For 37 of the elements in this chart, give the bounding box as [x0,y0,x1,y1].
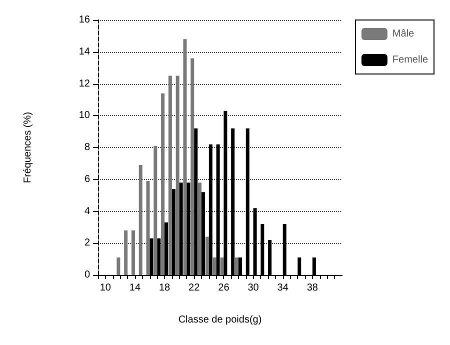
y-tick-label: 0 [84,270,90,280]
bar [168,76,172,275]
bar [176,76,180,275]
y-tick-label: 16 [78,14,90,26]
y-tick-label: 2 [84,238,90,249]
bar [131,230,135,275]
bar [154,146,158,275]
bar [183,39,187,275]
y-axis-title: Fréquences (%) [22,112,34,184]
x-tick-label: 22 [188,282,200,294]
bar [212,257,216,275]
x-tick-label: 18 [158,282,171,294]
x-tick-label: 38 [306,282,318,294]
x-tick-label: 10 [100,282,112,294]
bar [116,257,120,275]
legend-label: Mâle [392,28,415,40]
bar [161,93,165,275]
x-tick-label: 14 [129,282,141,294]
bar [190,58,194,275]
y-tick-label: 10 [78,110,90,122]
x-tick-label: 34 [277,282,289,294]
y-tick-label: 6 [84,174,90,185]
bar [234,257,238,275]
bar [205,236,209,275]
y-tick-label: 8 [84,142,90,153]
x-axis-title: Classe de poids(g) [178,314,262,326]
y-tick-label: 12 [78,78,90,90]
x-tick-label: 30 [248,282,260,294]
y-tick-label: 4 [84,206,90,217]
bar [138,165,142,275]
bar [198,182,202,275]
y-tick-label: 14 [78,46,90,58]
legend-label: Femelle [392,54,428,66]
bar [124,230,128,275]
bar [220,257,224,275]
bar [146,180,150,275]
x-tick-label: 26 [218,282,230,294]
